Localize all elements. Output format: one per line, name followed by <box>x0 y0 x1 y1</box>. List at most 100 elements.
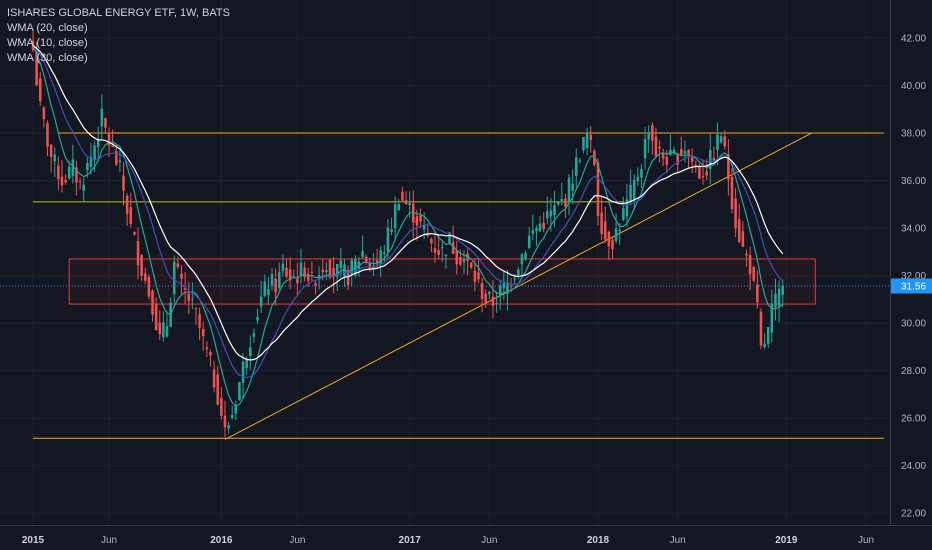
candle-body <box>752 266 755 281</box>
candle-body <box>430 238 433 244</box>
trendline[interactable] <box>224 132 812 440</box>
candle-body <box>433 248 437 253</box>
candle-body <box>658 146 661 149</box>
candle-body <box>274 278 277 293</box>
candle-body <box>509 285 513 287</box>
candle-body <box>245 360 248 369</box>
candle-body <box>375 260 379 264</box>
candle-body <box>165 326 169 337</box>
candle-body <box>571 183 574 192</box>
candle-body <box>589 134 593 140</box>
candle-body <box>770 303 774 333</box>
wma-20-line[interactable] <box>32 45 784 379</box>
candle-body <box>781 286 784 296</box>
candle-body <box>249 347 252 357</box>
candle-body <box>328 259 332 278</box>
support-resistance-zone[interactable] <box>68 258 816 305</box>
candle-body <box>133 231 136 235</box>
candle-body <box>67 166 71 179</box>
candle-body <box>107 134 111 146</box>
candle-body <box>748 254 752 275</box>
candle-body <box>71 159 75 176</box>
candle-body <box>737 219 741 242</box>
candle-body <box>111 145 114 147</box>
candle-body <box>75 167 78 183</box>
candle-body <box>698 166 701 179</box>
candle-body <box>520 254 524 265</box>
candle-body <box>187 293 191 302</box>
candle-body <box>180 273 183 279</box>
candle-body <box>122 175 125 191</box>
price-tick-label: 30.00 <box>901 319 926 330</box>
candle-body <box>661 152 665 159</box>
time-tick-label: Jun <box>858 535 874 546</box>
candle-body <box>404 200 408 205</box>
candle-body <box>469 262 473 268</box>
candle-body <box>115 151 118 165</box>
time-tick-label: Jun <box>289 535 305 546</box>
candle-body <box>488 291 491 294</box>
candle-body <box>683 151 687 154</box>
price-tick-label: 26.00 <box>901 414 926 425</box>
candle-body <box>361 251 364 258</box>
candle-body <box>607 231 611 247</box>
candle-body <box>680 149 683 156</box>
candle-body <box>372 266 375 269</box>
candle-body <box>343 264 346 277</box>
wma-10-line[interactable] <box>32 45 784 408</box>
candle-body <box>129 207 133 224</box>
candle-body <box>578 160 582 162</box>
candle-body <box>100 108 104 127</box>
candle-body <box>687 149 690 155</box>
candle-body <box>104 118 107 128</box>
candle-body <box>38 78 42 102</box>
candle-body <box>513 278 516 280</box>
candle-body <box>198 314 201 328</box>
candle-body <box>57 165 60 180</box>
candle-body <box>379 250 382 265</box>
candle-body <box>582 136 585 151</box>
candle-body <box>89 156 93 168</box>
candle-body <box>629 184 632 203</box>
price-tick-label: 28.00 <box>901 366 926 377</box>
candle-body <box>517 269 520 275</box>
candle-body <box>216 374 219 405</box>
candle-body <box>759 311 763 346</box>
candle-body <box>383 252 386 255</box>
candle-body <box>448 232 451 245</box>
candle-body <box>542 222 545 229</box>
candle-body <box>267 288 270 296</box>
price-tick-label: 38.00 <box>901 129 926 140</box>
candle-body <box>636 176 640 181</box>
candle-body <box>426 233 430 236</box>
candle-body <box>596 162 600 216</box>
candle-body <box>270 273 274 286</box>
candle-body <box>281 263 285 272</box>
candle-body <box>303 267 306 278</box>
candle-body <box>647 133 650 140</box>
candle-body <box>401 192 404 201</box>
candle-body <box>386 227 390 252</box>
candle-body <box>640 168 643 178</box>
candle-body <box>223 415 227 428</box>
wma-30-line[interactable] <box>32 45 784 361</box>
candle-body <box>314 283 317 287</box>
candle-body <box>455 250 459 265</box>
candle-body <box>777 288 781 307</box>
candle-body <box>252 333 256 337</box>
candle-body <box>332 268 335 278</box>
candle-body <box>734 198 737 229</box>
candle-body <box>154 304 158 331</box>
candle-body <box>560 198 564 202</box>
candle-body <box>194 308 198 310</box>
candle-body <box>535 228 538 232</box>
candle-body <box>665 156 669 165</box>
candle-body <box>574 157 578 177</box>
candle-body <box>346 271 350 285</box>
candle-body <box>176 263 180 267</box>
price-tag <box>891 278 932 294</box>
candle-body <box>325 270 328 273</box>
candle-body <box>502 283 506 289</box>
